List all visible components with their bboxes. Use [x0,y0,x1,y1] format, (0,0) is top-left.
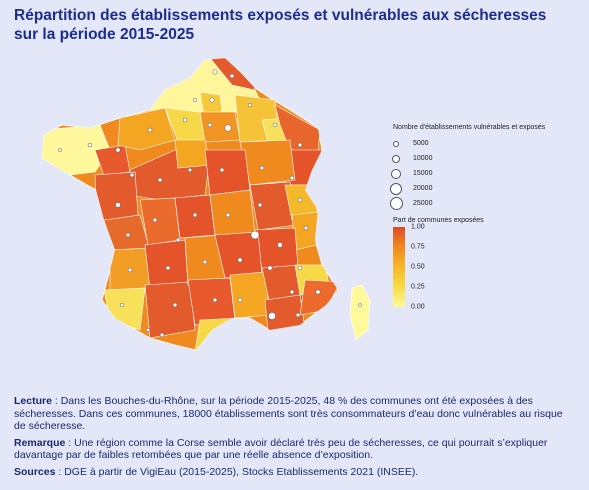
size-legend-title: Nombre d'établissements vulnérables et e… [393,124,546,131]
size-legend-item: 15000 [391,166,583,181]
sources-text: : DGE à partir de VigiEau (2015-2025), S… [55,465,419,478]
size-legend-item: 20000 [390,181,583,196]
sources-label: Sources [14,465,56,478]
color-tick-label: 1.00 [411,223,425,231]
remarque-text: : Une région comme la Corse semble avoir… [14,436,548,462]
lecture-text: : Dans les Bouches-du-Rhône, sur la péri… [14,395,563,432]
color-scale: 1.00 0.75 0.50 0.25 0.00 [393,223,583,311]
map-area [41,57,371,351]
color-tick-label: 0.50 [411,263,425,271]
page-title: Répartition des établissements exposés e… [14,7,547,43]
size-legend-label: 10000 [413,155,433,162]
sources-note: Sources : DGE à partir de VigiEau (2015-… [14,466,576,479]
lecture-label: Lecture [14,395,52,407]
color-gradient-bar [393,227,405,307]
size-legend-item: 10000 [392,151,583,166]
circle-size-icon [392,154,400,163]
color-tick-label: 0.00 [411,303,425,311]
color-legend-title: Part de communes exposées [393,217,484,224]
france-map [41,57,371,351]
circle-size-icon [390,182,402,195]
remarque-label: Remarque [14,436,66,449]
size-legend-label: 5000 [413,140,429,147]
size-legend-label: 15000 [413,170,433,177]
map-legend: Nombre d'établissements vulnérables et e… [389,124,583,311]
color-ticks: 1.00 0.75 0.50 0.25 0.00 [411,223,451,311]
size-legend-item: 25000 [389,196,583,211]
notes-section: Lecture : Dans les Bouches-du-Rhône, sur… [14,395,576,482]
size-legend-label: 25000 [413,200,433,207]
color-tick-label: 0.75 [411,243,425,251]
remarque-note: Remarque : Une région comme la Corse sem… [14,437,576,462]
size-legend-item: 5000 [393,136,583,151]
color-tick-label: 0.25 [411,283,425,291]
lecture-note: Lecture : Dans les Bouches-du-Rhône, sur… [14,395,576,433]
circle-size-icon [389,197,403,210]
corsica-region [349,284,371,341]
circle-size-icon [391,168,401,179]
size-legend-label: 20000 [413,185,433,192]
circle-size-icon [393,140,399,147]
